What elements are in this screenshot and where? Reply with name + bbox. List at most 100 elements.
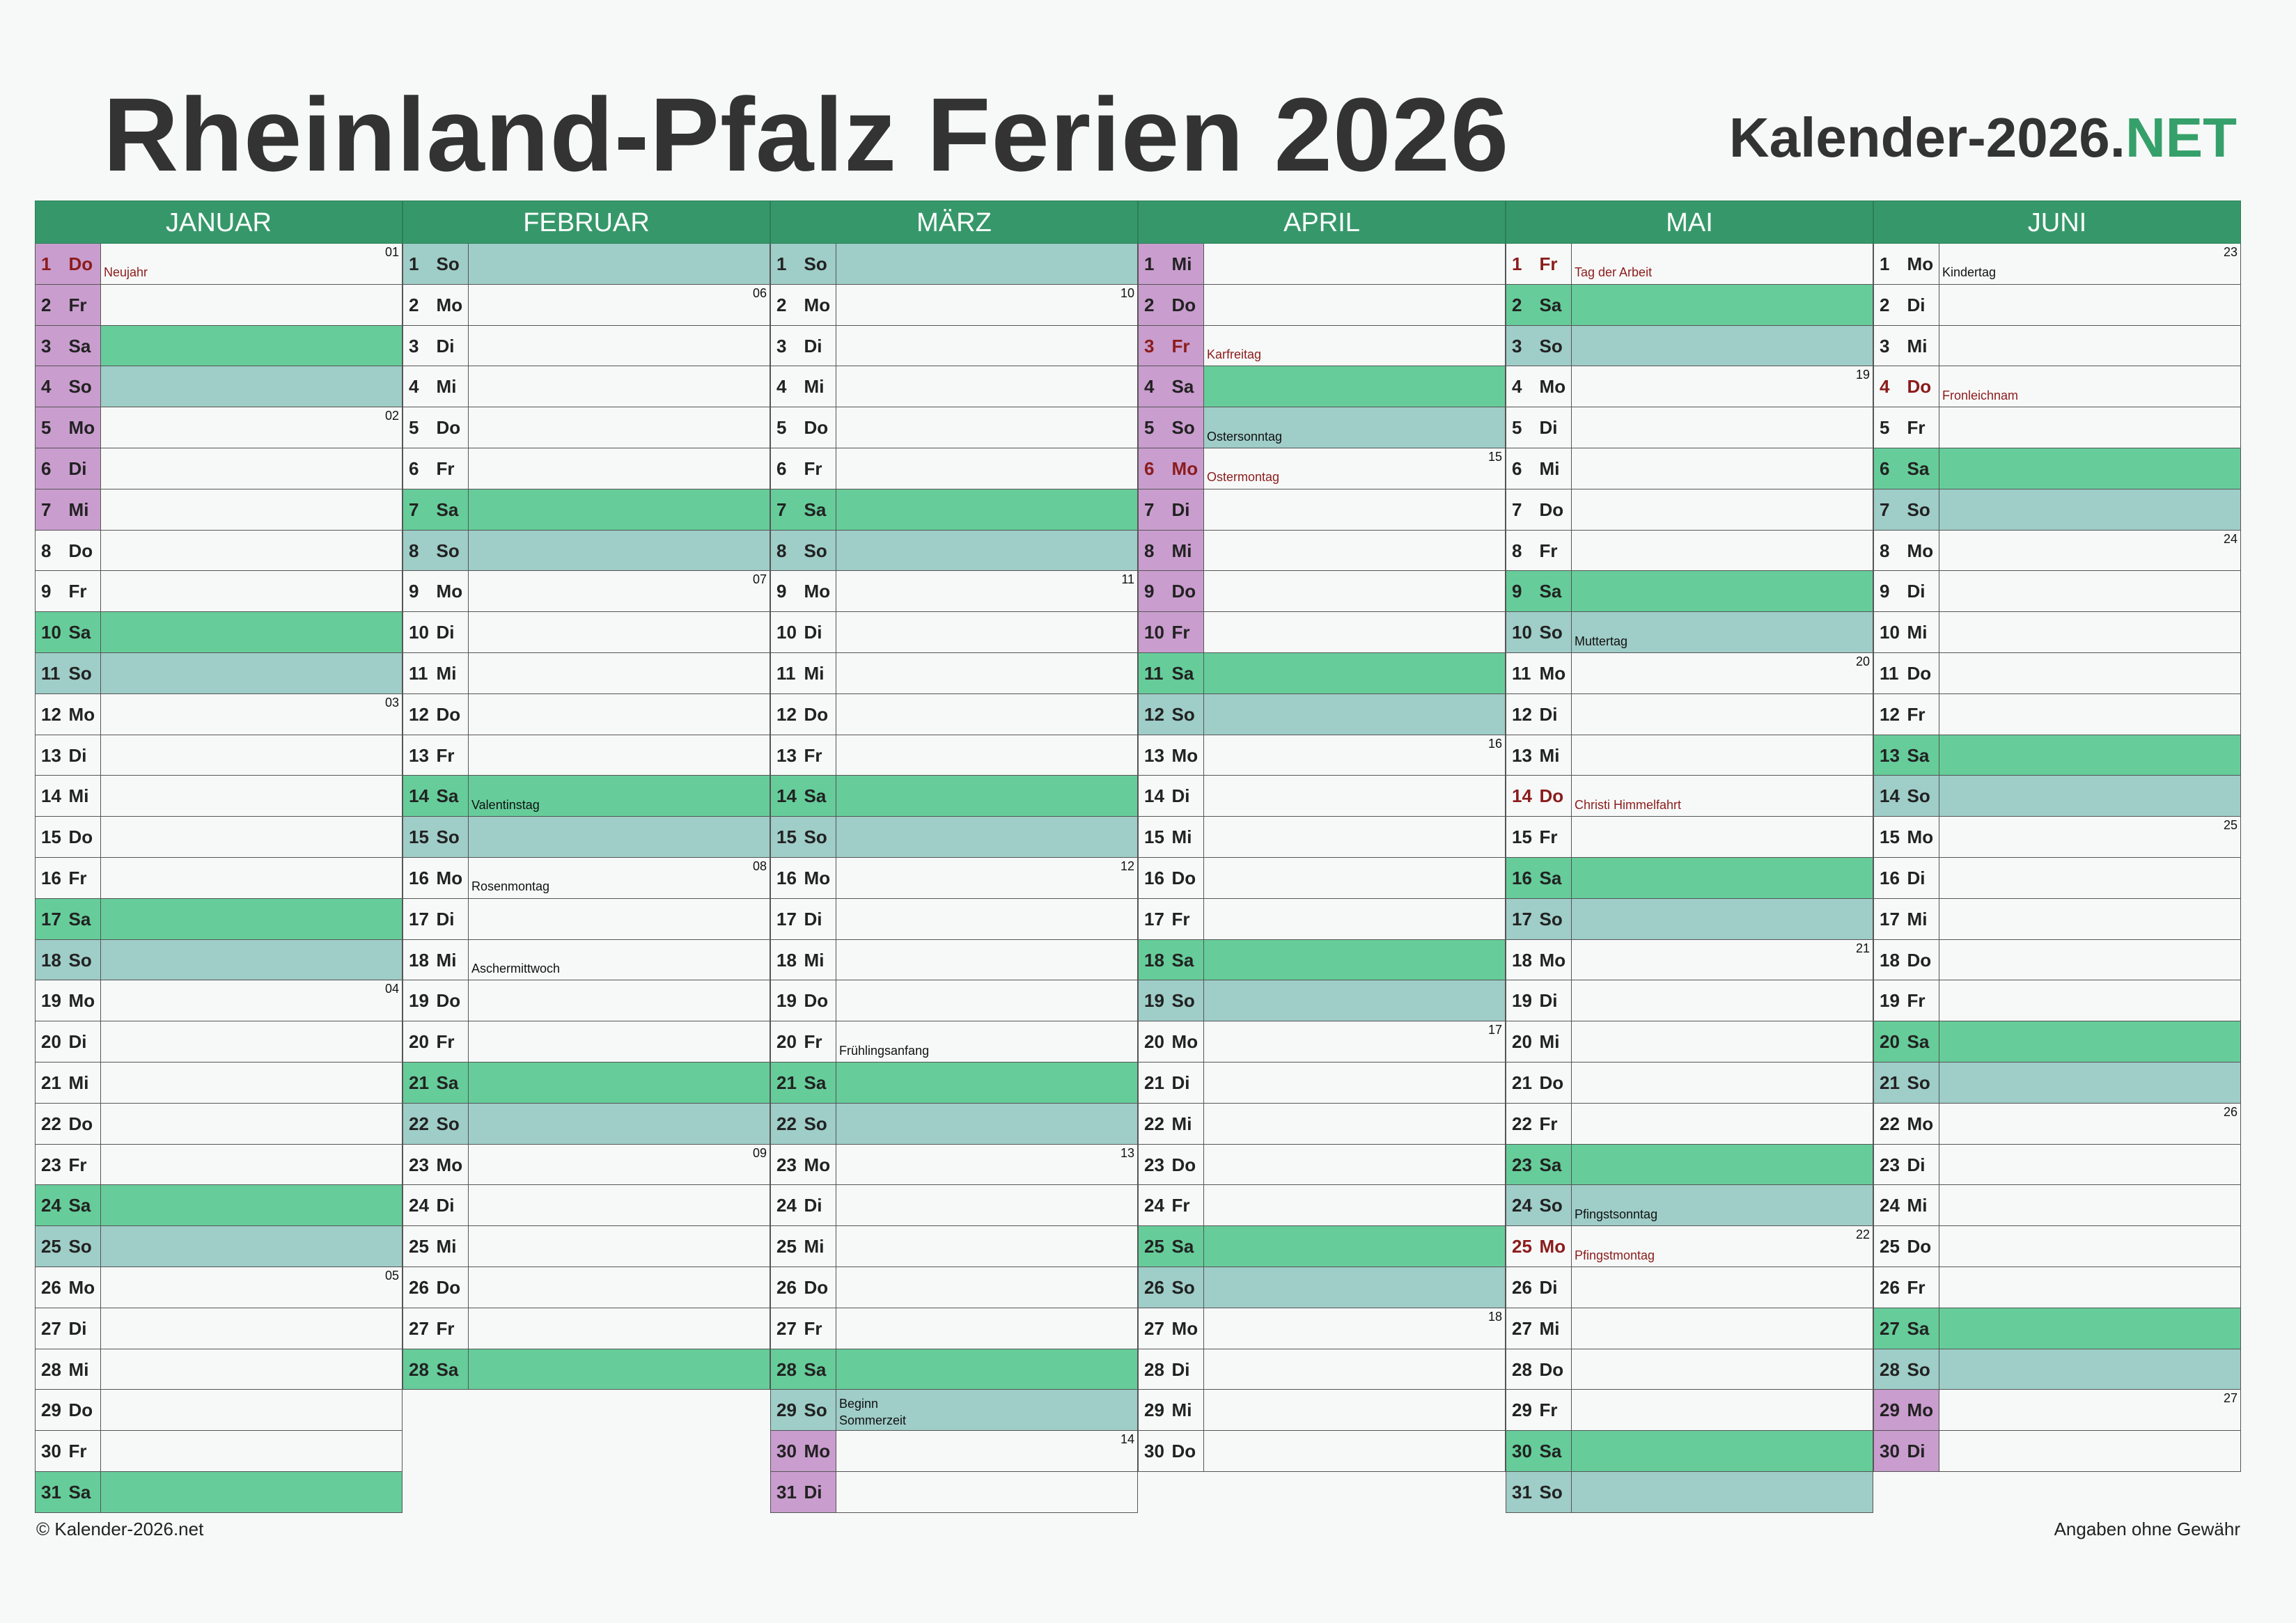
day-number: 1 bbox=[1144, 253, 1155, 274]
day-row: 3 Fr Karfreitag bbox=[1138, 325, 1506, 367]
day-number: 14 bbox=[1144, 785, 1164, 807]
weekday-label: Mi bbox=[1907, 1195, 1928, 1216]
day-row: 15 So bbox=[403, 817, 770, 858]
weekday-label: Do bbox=[1907, 662, 1932, 684]
day-row: 29 Mi bbox=[1138, 1390, 1506, 1432]
weekday-label: So bbox=[1907, 1358, 1930, 1380]
day-number: 10 bbox=[1512, 622, 1532, 643]
week-number: 13 bbox=[1120, 1145, 1134, 1160]
day-label-cell: 14 Mi bbox=[36, 776, 101, 817]
day-row: 13 Mo 16 bbox=[1138, 735, 1506, 776]
day-label-cell: 24 Fr bbox=[1139, 1185, 1204, 1226]
day-row: 8 So bbox=[770, 530, 1138, 572]
day-note: Pfingstsonntag bbox=[1575, 1207, 1658, 1221]
day-row: 8 Mi bbox=[1138, 530, 1506, 572]
day-number: 25 bbox=[1880, 1236, 1900, 1257]
weekday-label: Mo bbox=[436, 1154, 463, 1175]
weekday-label: Di bbox=[1907, 581, 1926, 602]
weekday-label: So bbox=[68, 949, 92, 971]
day-label-cell: 30 Do bbox=[1139, 1431, 1204, 1471]
day-row: 6 Mi bbox=[1506, 448, 1873, 489]
day-label-cell: 18 So bbox=[36, 939, 101, 980]
day-row: 27 Di bbox=[35, 1308, 403, 1349]
day-label-cell: 2 Di bbox=[1874, 284, 1939, 325]
day-label-cell: 31 Di bbox=[771, 1471, 836, 1512]
day-label-cell: 1 So bbox=[403, 244, 469, 284]
day-label-cell: 6 Fr bbox=[771, 448, 836, 489]
day-row: 22 Mi bbox=[1138, 1103, 1506, 1145]
day-note: Karfreitag bbox=[1207, 347, 1262, 361]
weekday-label: Sa bbox=[436, 1072, 459, 1093]
day-row: 8 Mo 24 bbox=[1873, 530, 2241, 572]
week-number: 12 bbox=[1120, 858, 1134, 873]
week-number: 27 bbox=[2223, 1391, 2238, 1406]
day-number: 23 bbox=[1880, 1154, 1900, 1175]
brand-logo: Kalender-2026.NET bbox=[1729, 110, 2237, 166]
day-label-cell: 28 Do bbox=[1506, 1349, 1572, 1390]
day-row: 10 Mi bbox=[1873, 612, 2241, 653]
day-label-cell: 11 Mi bbox=[771, 652, 836, 693]
day-number: 30 bbox=[1144, 1441, 1164, 1462]
day-number: 29 bbox=[776, 1399, 797, 1421]
day-label-cell: 3 Mi bbox=[1874, 325, 1939, 366]
day-label-cell: 1 Mi bbox=[1139, 244, 1204, 284]
day-row: 2 Mo 06 bbox=[403, 284, 770, 326]
day-number: 27 bbox=[1144, 1317, 1164, 1339]
weekday-label: Di bbox=[68, 1317, 87, 1339]
day-number: 20 bbox=[41, 1031, 61, 1053]
week-number: 06 bbox=[752, 285, 767, 300]
day-row: 18 Sa bbox=[1138, 939, 1506, 981]
weekday-label: So bbox=[436, 826, 460, 848]
day-label-cell: 9 Mo bbox=[771, 571, 836, 612]
day-label-cell: 2 Sa bbox=[1506, 284, 1572, 325]
weekday-label: Fr bbox=[804, 1031, 822, 1053]
day-label-cell: 2 Mo bbox=[403, 284, 469, 325]
day-label-cell: 28 Di bbox=[1139, 1349, 1204, 1390]
day-label-cell: 26 Fr bbox=[1874, 1267, 1939, 1308]
day-row: 21 So bbox=[1873, 1062, 2241, 1104]
day-row: 17 Di bbox=[770, 898, 1138, 940]
day-row: 31 Sa bbox=[35, 1471, 403, 1513]
day-number: 26 bbox=[776, 1276, 797, 1298]
day-number: 23 bbox=[409, 1154, 429, 1175]
weekday-label: So bbox=[804, 540, 827, 561]
weekday-label: Sa bbox=[1539, 294, 1562, 315]
weekday-label: Do bbox=[1171, 581, 1196, 602]
day-number: 2 bbox=[776, 294, 787, 315]
weekday-label: Mi bbox=[804, 1236, 825, 1257]
day-number: 23 bbox=[41, 1154, 61, 1175]
day-label-cell: 29 So bbox=[771, 1390, 836, 1431]
weekday-label: So bbox=[1171, 1276, 1195, 1298]
day-row: 26 Do bbox=[770, 1267, 1138, 1308]
day-label-cell: 19 Do bbox=[771, 980, 836, 1021]
day-row: 29 Do bbox=[35, 1390, 403, 1432]
day-label-cell: 23 Sa bbox=[1506, 1144, 1572, 1185]
day-number: 11 bbox=[1880, 662, 1899, 684]
day-label-cell: 6 Fr bbox=[403, 448, 469, 489]
day-number: 8 bbox=[776, 540, 787, 561]
day-label-cell: 12 Do bbox=[403, 693, 469, 735]
day-number: 31 bbox=[41, 1481, 61, 1503]
day-label-cell: 9 Sa bbox=[1506, 571, 1572, 612]
day-list: 1 So 2 Mo 10 3 Di 4 Mi 5 Do 6 Fr 7 Sa 8 So 9 Mo 11 10 Di 11 Mi 1… bbox=[770, 244, 1138, 1513]
weekday-label: Fr bbox=[1539, 253, 1558, 274]
day-number: 13 bbox=[776, 744, 797, 766]
weekday-label: Do bbox=[436, 1276, 461, 1298]
week-number: 03 bbox=[384, 695, 399, 709]
day-label-cell: 5 Do bbox=[771, 407, 836, 448]
day-label-cell: 14 Sa bbox=[403, 776, 469, 817]
day-number: 23 bbox=[1512, 1154, 1532, 1175]
day-number: 18 bbox=[1880, 949, 1900, 971]
day-row: 12 Fr bbox=[1873, 693, 2241, 735]
day-label-cell: 6 Di bbox=[36, 448, 101, 489]
weekday-label: So bbox=[436, 253, 460, 274]
day-label-cell: 1 So bbox=[771, 244, 836, 284]
day-number: 17 bbox=[1512, 908, 1532, 930]
day-number: 4 bbox=[1512, 376, 1522, 398]
weekday-label: Fr bbox=[804, 457, 822, 479]
weekday-label: Sa bbox=[1171, 949, 1194, 971]
day-label-cell: 20 Fr bbox=[771, 1021, 836, 1062]
weekday-label: Sa bbox=[1907, 744, 1930, 766]
day-row: 1 Mo Kindertag 23 bbox=[1873, 244, 2241, 285]
day-number: 19 bbox=[1512, 990, 1532, 1012]
